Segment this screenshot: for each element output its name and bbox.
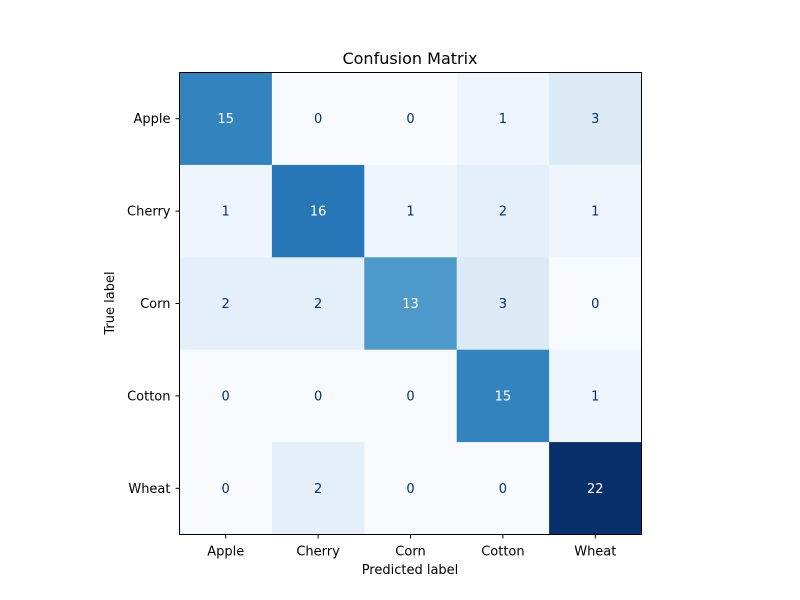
y-tick-label: Cotton [127,389,170,404]
heatmap-cell [271,164,365,258]
cell-value: 13 [402,297,419,312]
heatmap-cell [549,164,642,258]
cell-value: 0 [222,482,230,497]
cell-value-labels: 15 0 0 1 31 16 1 2 12 2 13 3 00 0 0 15 10 2 0 0 22 [217,112,603,497]
y-tick-label: Wheat [128,482,170,497]
x-axis-ticks: Apple Cherry Corn Cotton Wheat [207,534,616,560]
cell-value: 0 [406,482,414,497]
y-axis-ticks: Apple Cherry Corn Cotton Wheat [127,112,180,497]
cell-value: 15 [217,112,234,127]
y-tick-label: Corn [140,297,170,312]
cell-value: 15 [495,389,512,404]
y-tick-label: Apple [133,112,170,127]
heatmap-cell [364,442,458,535]
heatmap-cell [456,349,550,443]
cell-value: 22 [587,482,604,497]
heatmap-cell [549,257,642,351]
heatmap-cell [549,442,642,535]
cell-value: 16 [310,205,327,220]
heatmap-cell [364,257,458,351]
x-axis-label: Predicted label [362,563,459,578]
heatmap-cell [179,257,273,351]
heatmap-cell [364,349,458,443]
chart-title: Confusion Matrix [342,49,477,68]
heatmap-cell [271,257,365,351]
heatmap-cell [456,442,550,535]
cell-value: 2 [499,205,507,220]
cell-value: 0 [314,389,322,404]
x-tick-label: Cotton [481,545,524,560]
cell-value: 0 [222,389,230,404]
cell-value: 3 [591,112,599,127]
cell-value: 0 [314,112,322,127]
cell-value: 0 [499,482,507,497]
heatmap-cell [271,349,365,443]
heatmap-cell [179,72,273,166]
y-tick-label: Cherry [127,205,171,220]
heatmap-cell [456,257,550,351]
x-tick-label: Cherry [296,545,340,560]
x-tick-label: Wheat [574,545,616,560]
x-tick-label: Corn [395,545,425,560]
heatmap-cell [456,164,550,258]
heatmap-cell [364,164,458,258]
cell-value: 2 [314,297,322,312]
heatmap-cells [179,72,642,535]
cell-value: 0 [406,389,414,404]
cell-value: 2 [314,482,322,497]
cell-value: 1 [499,112,507,127]
cell-value: 1 [591,389,599,404]
heatmap-cell [179,349,273,443]
cell-value: 1 [222,205,230,220]
cell-value: 1 [406,205,414,220]
cell-value: 2 [222,297,230,312]
heatmap-cell [179,164,273,258]
heatmap-cell [271,72,365,166]
heatmap-cell [549,349,642,443]
heatmap-cell [456,72,550,166]
heatmap-cell [179,442,273,535]
heatmap-cell [364,72,458,166]
y-axis-label: True label [103,271,118,335]
cell-value: 0 [406,112,414,127]
heatmap-cell [271,442,365,535]
cell-value: 0 [591,297,599,312]
cell-value: 1 [591,205,599,220]
heatmap-cell [549,72,642,166]
x-tick-label: Apple [207,545,244,560]
cell-value: 3 [499,297,507,312]
